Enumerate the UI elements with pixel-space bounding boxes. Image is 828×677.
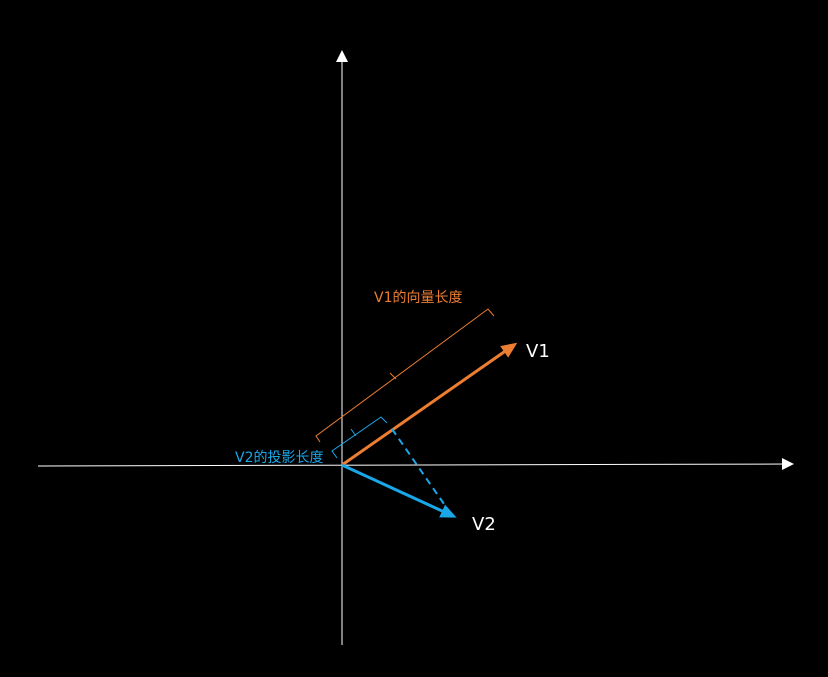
v2-projection-label: V2的投影长度: [235, 450, 323, 466]
v2-projection-bracket: [331, 416, 388, 459]
x-axis: [37, 458, 794, 471]
v2-vector: [341, 463, 457, 518]
projection-dashed-line: [391, 428, 452, 515]
v1-length-bracket: [315, 308, 495, 443]
v2-label: V2: [472, 514, 496, 535]
v1-label: V1: [526, 341, 550, 362]
v1-vector: [341, 342, 518, 467]
v1-length-label: V1的向量长度: [374, 290, 462, 306]
